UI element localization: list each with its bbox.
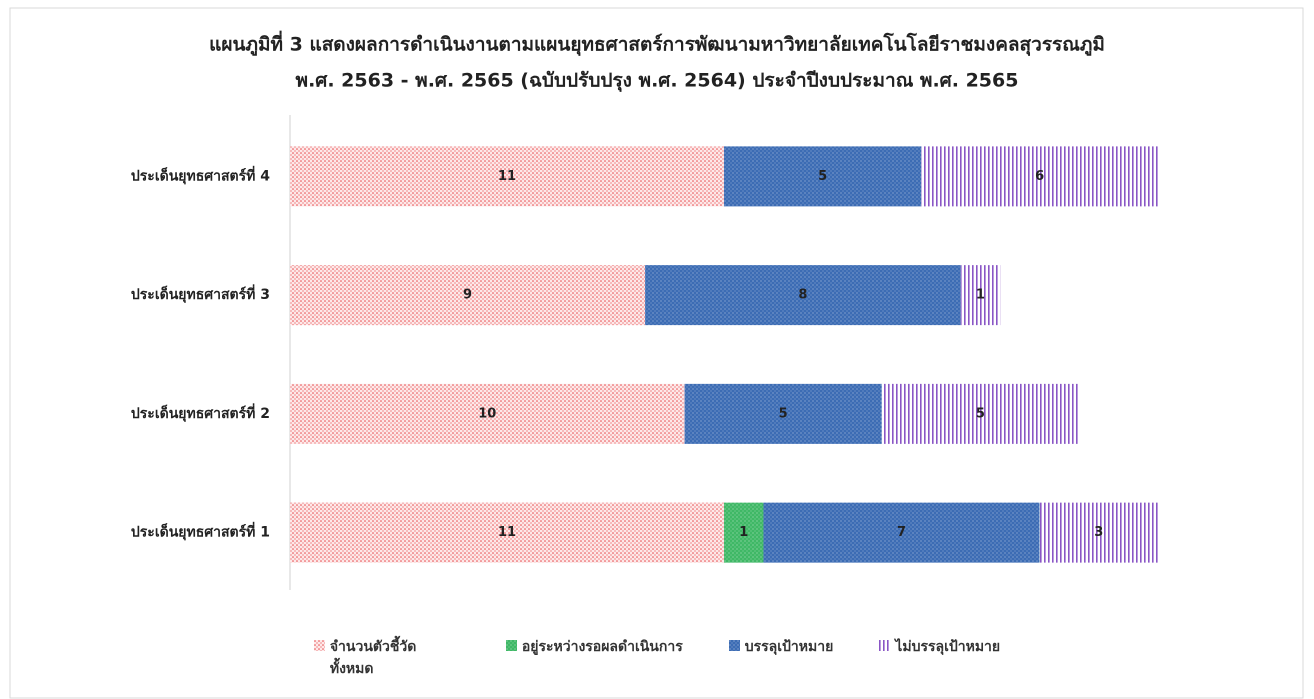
legend-item: บรรลุเป้าหมาย [728,636,834,680]
data-label: 9 [463,288,472,303]
chart-title: พ.ศ. 2563 - พ.ศ. 2565 (ฉบับปรับปรุง พ.ศ.… [296,70,1019,93]
y-tick-label: ประเด็นยุทธศาสตร์ที่ 3 [131,284,270,303]
legend-swatch [505,640,517,651]
legend-swatch [313,640,325,651]
legend-item: อยู่ระหว่างรอผลดำเนินการ [505,636,683,680]
bar-segment [290,383,685,444]
y-tick-label: ประเด็นยุทธศาสตร์ที่ 1 [131,522,270,541]
legend-swatch-fill [879,640,891,651]
legend-swatch-fill [313,640,325,651]
bar-segment [724,502,764,563]
legend-label: ไม่บรรลุเป้าหมาย [895,639,1001,655]
legend-swatch [879,640,891,651]
bar-segment [645,265,961,326]
data-label: 5 [779,406,788,421]
legend-label: จำนวนตัวชี้วัดทั้งหมด [329,639,417,677]
bar-segment [724,146,922,207]
legend-label: อยู่ระหว่างรอผลดำเนินการ [521,639,683,655]
chart-title: แผนภูมิที่ 3 แสดงผลการดำเนินงานตามแผนยุท… [209,31,1105,57]
data-label: 1 [739,525,748,540]
bar-segment [1039,502,1158,563]
data-label: 5 [976,406,985,421]
legend-swatch-fill [505,640,517,651]
legend-label: บรรลุเป้าหมาย [744,639,834,655]
bar-segment [881,383,1080,444]
data-label: 3 [1094,525,1103,540]
legend: จำนวนตัวชี้วัดทั้งหมด อยู่ระหว่างรอผลดำเน… [0,636,1314,680]
frame [9,7,1304,699]
data-label: 11 [498,525,516,540]
legend-swatch [728,640,740,651]
data-label: 10 [478,406,496,421]
data-label: 6 [1035,169,1044,184]
data-label: 5 [818,169,827,184]
bar-segment [290,146,724,207]
bar-segment [290,502,724,563]
bar-segment [960,265,1001,326]
bar-segment [290,265,646,326]
legend-item: จำนวนตัวชี้วัดทั้งหมด [313,636,460,680]
bar-segment [921,146,1158,207]
data-label: 11 [498,169,516,184]
data-label: 1 [976,288,985,303]
y-tick-label: ประเด็นยุทธศาสตร์ที่ 2 [131,403,270,422]
data-label: 8 [798,288,807,303]
legend-item: ไม่บรรลุเป้าหมาย [879,636,1000,680]
bar-segment [684,383,882,444]
data-label: 7 [897,525,906,540]
legend-swatch-fill [728,640,740,651]
y-tick-label: ประเด็นยุทธศาสตร์ที่ 4 [131,165,270,184]
bar-segment [763,502,1040,563]
